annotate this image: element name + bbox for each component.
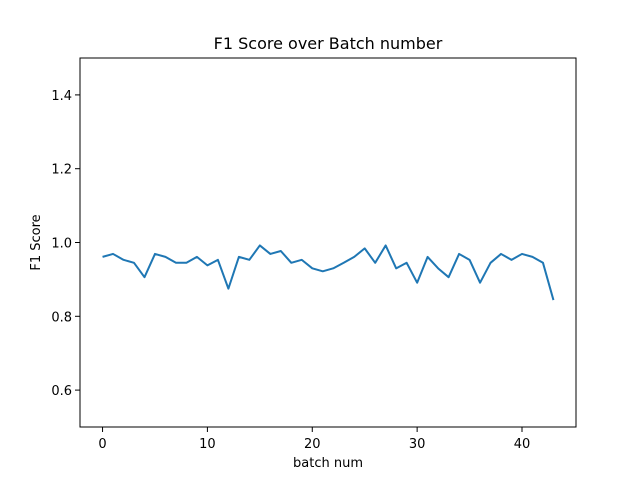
x-tick-label: 0 [98, 437, 106, 452]
x-tick-label: 40 [514, 437, 531, 452]
plot-frame [79, 57, 577, 428]
x-axis: 0 10 20 30 40 [98, 427, 530, 452]
y-tick-label: 1.0 [51, 237, 72, 252]
x-axis-label: batch num [293, 456, 363, 471]
x-tick-label: 20 [304, 437, 321, 452]
y-axis-label: F1 Score [29, 214, 44, 270]
series-line [102, 244, 555, 301]
y-tick-label: 0.6 [51, 384, 72, 399]
y-tick-label: 0.8 [51, 310, 72, 325]
y-tick-label: 1.4 [51, 89, 72, 104]
x-tick-label: 30 [409, 437, 426, 452]
chart-title: F1 Score over Batch number [214, 34, 443, 53]
x-tick-label: 10 [199, 437, 216, 452]
y-tick-label: 1.2 [51, 163, 72, 178]
y-axis: 0.6 0.8 1.0 1.2 1.4 [51, 89, 80, 399]
